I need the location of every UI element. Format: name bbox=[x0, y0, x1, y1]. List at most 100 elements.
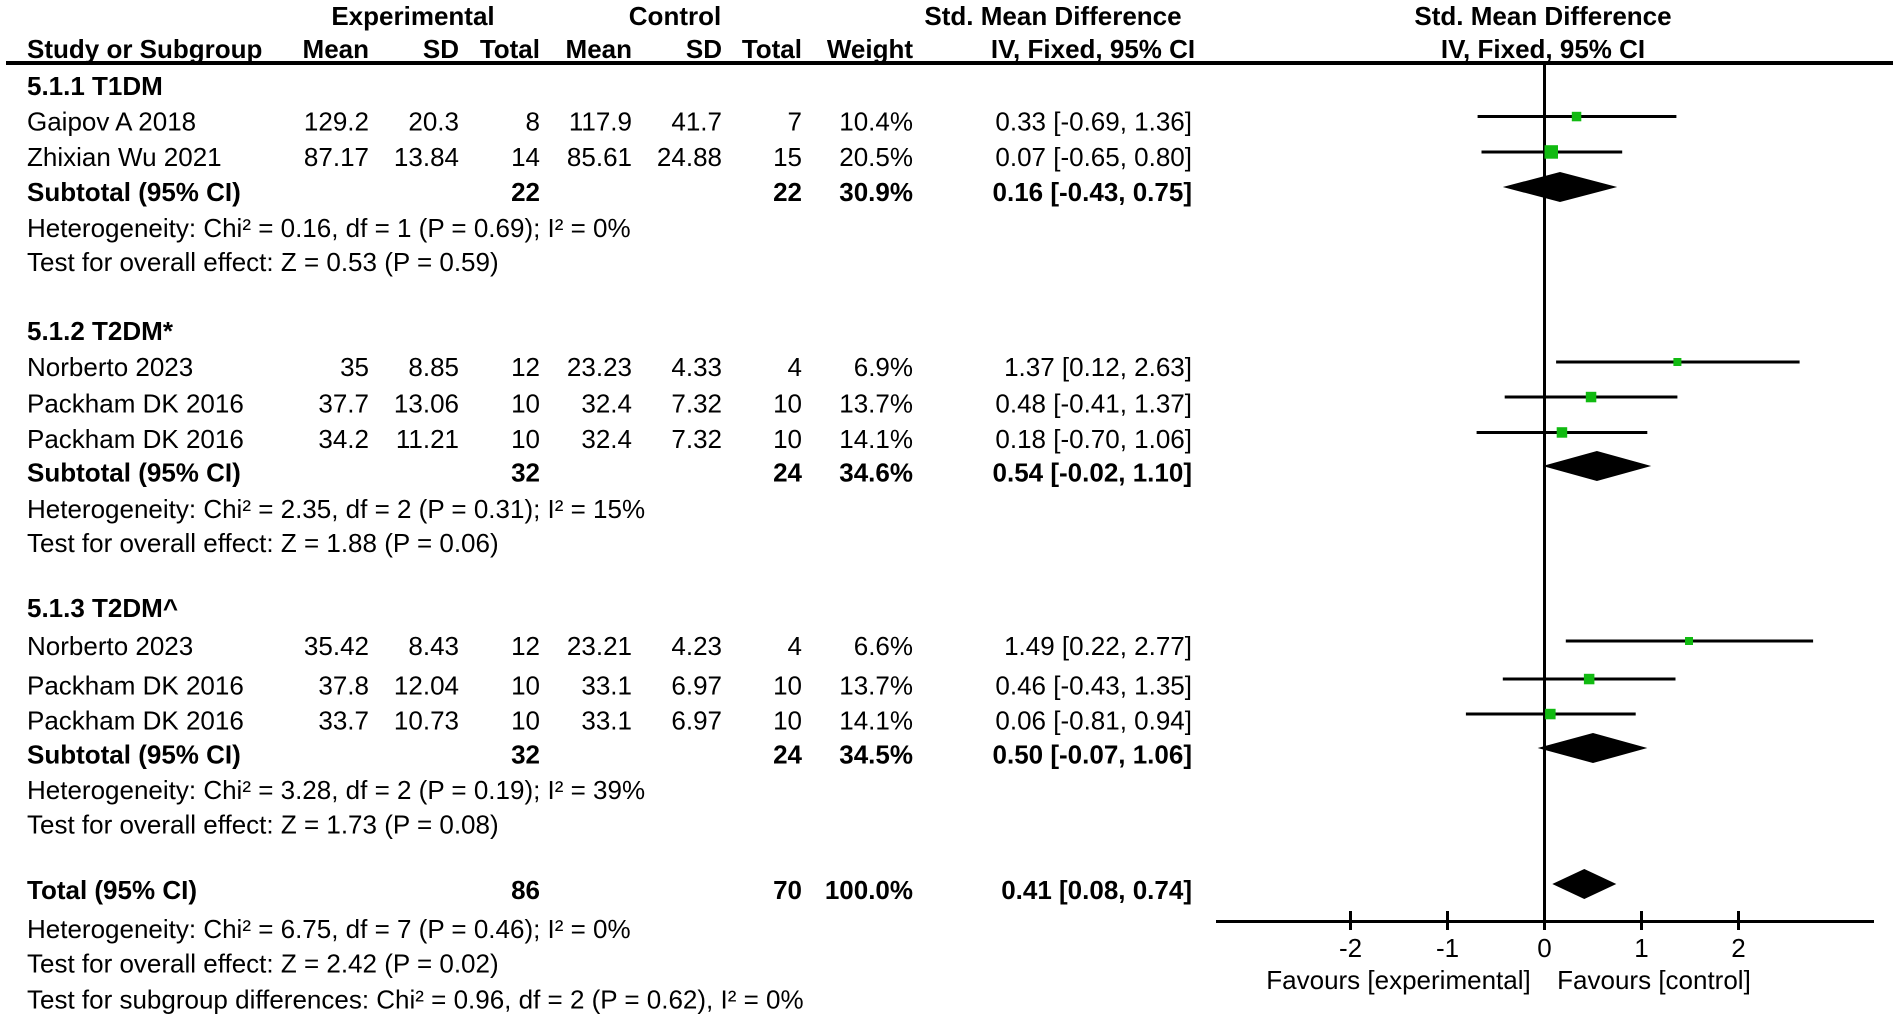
svg-text:13.7%: 13.7% bbox=[839, 671, 913, 701]
svg-text:Test for subgroup differences:: Test for subgroup differences: Chi² = 0.… bbox=[27, 985, 804, 1014]
svg-text:10.4%: 10.4% bbox=[839, 107, 913, 137]
svg-text:Total: Total bbox=[742, 34, 802, 64]
svg-text:1.37 [0.12, 2.63]: 1.37 [0.12, 2.63] bbox=[1004, 352, 1192, 382]
svg-text:0.33 [-0.69, 1.36]: 0.33 [-0.69, 1.36] bbox=[995, 107, 1192, 137]
svg-text:13.84: 13.84 bbox=[394, 142, 459, 172]
svg-text:10: 10 bbox=[511, 706, 540, 736]
svg-text:Control: Control bbox=[629, 1, 721, 31]
svg-text:14.1%: 14.1% bbox=[839, 706, 913, 736]
svg-text:6.9%: 6.9% bbox=[854, 352, 913, 382]
svg-text:Norberto 2023: Norberto 2023 bbox=[27, 352, 193, 382]
svg-text:20.5%: 20.5% bbox=[839, 142, 913, 172]
svg-text:Test for overall effect: Z = 1: Test for overall effect: Z = 1.88 (P = 0… bbox=[27, 528, 499, 558]
svg-text:Heterogeneity: Chi² = 6.75, df: Heterogeneity: Chi² = 6.75, df = 7 (P = … bbox=[27, 914, 631, 944]
svg-text:Subtotal (95% CI): Subtotal (95% CI) bbox=[27, 458, 241, 488]
svg-text:15: 15 bbox=[773, 142, 802, 172]
svg-text:Packham DK 2016: Packham DK 2016 bbox=[27, 389, 244, 419]
svg-text:5.1.2 T2DM*: 5.1.2 T2DM* bbox=[27, 316, 174, 346]
svg-text:Test for overall effect: Z = 0: Test for overall effect: Z = 0.53 (P = 0… bbox=[27, 247, 499, 277]
svg-text:8: 8 bbox=[526, 107, 540, 137]
svg-text:24.88: 24.88 bbox=[657, 142, 722, 172]
svg-text:14: 14 bbox=[511, 142, 540, 172]
svg-text:7.32: 7.32 bbox=[671, 389, 722, 419]
svg-text:0.46 [-0.43, 1.35]: 0.46 [-0.43, 1.35] bbox=[995, 671, 1192, 701]
svg-text:IV, Fixed, 95% CI: IV, Fixed, 95% CI bbox=[991, 34, 1195, 64]
svg-text:24: 24 bbox=[773, 740, 802, 770]
svg-text:86: 86 bbox=[511, 875, 540, 905]
svg-text:13.06: 13.06 bbox=[394, 389, 459, 419]
svg-text:37.7: 37.7 bbox=[318, 389, 369, 419]
svg-text:7.32: 7.32 bbox=[671, 424, 722, 454]
svg-text:23.21: 23.21 bbox=[567, 631, 632, 661]
svg-text:4: 4 bbox=[788, 352, 802, 382]
svg-text:Heterogeneity: Chi² = 3.28, df: Heterogeneity: Chi² = 3.28, df = 2 (P = … bbox=[27, 775, 645, 805]
svg-text:85.61: 85.61 bbox=[567, 142, 632, 172]
svg-text:IV, Fixed, 95% CI: IV, Fixed, 95% CI bbox=[1441, 34, 1645, 64]
svg-text:Packham DK 2016: Packham DK 2016 bbox=[27, 424, 244, 454]
svg-text:22: 22 bbox=[511, 177, 540, 207]
svg-text:10: 10 bbox=[773, 389, 802, 419]
svg-text:117.9: 117.9 bbox=[569, 107, 632, 137]
svg-text:10: 10 bbox=[511, 389, 540, 419]
svg-text:12.04: 12.04 bbox=[394, 671, 459, 701]
svg-text:Heterogeneity: Chi² = 0.16, df: Heterogeneity: Chi² = 0.16, df = 1 (P = … bbox=[27, 213, 631, 243]
svg-text:2: 2 bbox=[1731, 933, 1745, 963]
svg-text:0.18 [-0.70, 1.06]: 0.18 [-0.70, 1.06] bbox=[995, 424, 1192, 454]
svg-text:4.33: 4.33 bbox=[671, 352, 722, 382]
svg-text:8.43: 8.43 bbox=[408, 631, 459, 661]
svg-text:70: 70 bbox=[773, 875, 802, 905]
svg-text:129.2: 129.2 bbox=[304, 107, 369, 137]
svg-text:32: 32 bbox=[511, 458, 540, 488]
svg-text:Total: Total bbox=[480, 34, 540, 64]
svg-text:0: 0 bbox=[1537, 933, 1551, 963]
svg-text:Experimental: Experimental bbox=[331, 1, 494, 31]
svg-text:1.49 [0.22, 2.77]: 1.49 [0.22, 2.77] bbox=[1004, 631, 1192, 661]
svg-text:Test for overall effect: Z = 2: Test for overall effect: Z = 2.42 (P = 0… bbox=[27, 949, 499, 979]
svg-text:12: 12 bbox=[511, 352, 540, 382]
svg-text:12: 12 bbox=[511, 631, 540, 661]
svg-text:10.73: 10.73 bbox=[394, 706, 459, 736]
svg-text:0.07 [-0.65, 0.80]: 0.07 [-0.65, 0.80] bbox=[995, 142, 1192, 172]
svg-text:Study or Subgroup: Study or Subgroup bbox=[27, 34, 262, 64]
svg-text:6.6%: 6.6% bbox=[854, 631, 913, 661]
svg-text:Std. Mean Difference: Std. Mean Difference bbox=[1414, 1, 1671, 31]
svg-text:Test for overall effect: Z = 1: Test for overall effect: Z = 1.73 (P = 0… bbox=[27, 810, 499, 840]
svg-text:Norberto 2023: Norberto 2023 bbox=[27, 631, 193, 661]
svg-text:10: 10 bbox=[773, 706, 802, 736]
svg-text:10: 10 bbox=[773, 671, 802, 701]
svg-text:Heterogeneity: Chi² = 2.35, df: Heterogeneity: Chi² = 2.35, df = 2 (P = … bbox=[27, 494, 645, 524]
svg-text:Mean: Mean bbox=[566, 34, 632, 64]
svg-text:10: 10 bbox=[511, 671, 540, 701]
svg-text:Gaipov A 2018: Gaipov A 2018 bbox=[27, 107, 196, 137]
svg-text:5.1.3 T2DM^: 5.1.3 T2DM^ bbox=[27, 593, 178, 623]
svg-text:6.97: 6.97 bbox=[671, 706, 722, 736]
svg-text:0.54 [-0.02, 1.10]: 0.54 [-0.02, 1.10] bbox=[993, 458, 1192, 488]
svg-text:-1: -1 bbox=[1436, 933, 1459, 963]
svg-text:23.23: 23.23 bbox=[567, 352, 632, 382]
svg-text:37.8: 37.8 bbox=[318, 671, 369, 701]
svg-text:20.3: 20.3 bbox=[408, 107, 459, 137]
svg-text:Favours [control]: Favours [control] bbox=[1557, 965, 1751, 995]
svg-text:33.1: 33.1 bbox=[581, 706, 632, 736]
svg-text:Subtotal (95% CI): Subtotal (95% CI) bbox=[27, 740, 241, 770]
svg-text:87.17: 87.17 bbox=[304, 142, 369, 172]
svg-text:32.4: 32.4 bbox=[581, 424, 632, 454]
svg-text:SD: SD bbox=[686, 34, 722, 64]
svg-text:8.85: 8.85 bbox=[408, 352, 459, 382]
svg-text:14.1%: 14.1% bbox=[839, 424, 913, 454]
svg-text:Favours [experimental]: Favours [experimental] bbox=[1266, 965, 1530, 995]
svg-text:-2: -2 bbox=[1339, 933, 1362, 963]
svg-text:0.16 [-0.43, 0.75]: 0.16 [-0.43, 0.75] bbox=[993, 177, 1192, 207]
svg-text:35: 35 bbox=[340, 352, 369, 382]
svg-text:24: 24 bbox=[773, 458, 802, 488]
svg-text:30.9%: 30.9% bbox=[839, 177, 913, 207]
svg-text:0.48 [-0.41, 1.37]: 0.48 [-0.41, 1.37] bbox=[995, 389, 1192, 419]
svg-text:13.7%: 13.7% bbox=[839, 389, 913, 419]
svg-text:33.7: 33.7 bbox=[318, 706, 369, 736]
svg-text:0.06 [-0.81, 0.94]: 0.06 [-0.81, 0.94] bbox=[995, 706, 1192, 736]
svg-text:100.0%: 100.0% bbox=[825, 875, 913, 905]
svg-text:Zhixian Wu 2021: Zhixian Wu 2021 bbox=[27, 142, 222, 172]
svg-text:35.42: 35.42 bbox=[304, 631, 369, 661]
svg-text:11.21: 11.21 bbox=[396, 424, 459, 454]
svg-text:Total (95% CI): Total (95% CI) bbox=[27, 875, 197, 905]
